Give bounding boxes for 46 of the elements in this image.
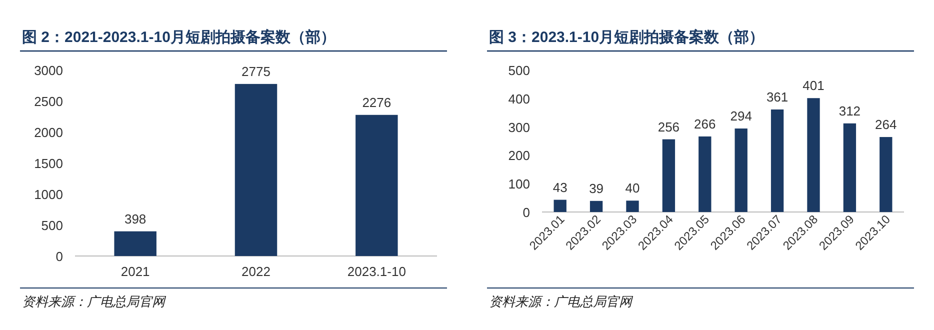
y-tick-label: 500 bbox=[508, 63, 530, 78]
text: 资料来源：广电总局官网 bbox=[489, 294, 634, 309]
y-tick-label: 2500 bbox=[34, 94, 63, 109]
data-label: 264 bbox=[875, 117, 897, 132]
y-tick-label: 1500 bbox=[34, 156, 63, 171]
bar bbox=[843, 123, 856, 212]
bar bbox=[770, 109, 784, 212]
x-tick-label: 2023.1-10 bbox=[347, 264, 406, 279]
data-label: 256 bbox=[658, 119, 680, 134]
y-tick-label: 0 bbox=[56, 249, 63, 264]
data-label: 401 bbox=[802, 78, 824, 94]
x-tick-label: 2021 bbox=[120, 264, 150, 279]
y-tick-label: 200 bbox=[508, 148, 530, 164]
bar bbox=[554, 200, 566, 212]
chart-title: 图 3：2023.1-10月短剧拍摄备案数（部） bbox=[489, 28, 764, 46]
y-tick-label: 300 bbox=[508, 120, 530, 135]
bar bbox=[114, 231, 156, 256]
bar bbox=[807, 98, 820, 212]
y-tick-label: 2000 bbox=[34, 125, 63, 140]
data-label: 361 bbox=[766, 89, 788, 104]
y-tick-label: 3000 bbox=[34, 63, 63, 78]
bar bbox=[356, 114, 398, 256]
data-label: 398 bbox=[124, 211, 146, 226]
chart-title: 图 2：2021-2023.1-10月短剧拍摄备案数（部） bbox=[22, 28, 336, 46]
x-tick-label: 2022 bbox=[242, 264, 270, 279]
bar bbox=[698, 136, 712, 212]
y-tick-label: 0 bbox=[522, 205, 530, 220]
bar bbox=[880, 137, 892, 212]
data-label: 2775 bbox=[242, 64, 270, 79]
y-tick-label: 500 bbox=[41, 218, 63, 233]
data-label: 39 bbox=[589, 180, 604, 196]
y-tick-label: 400 bbox=[508, 91, 530, 106]
y-tick-label: 100 bbox=[508, 176, 530, 192]
bar bbox=[590, 200, 603, 212]
bar bbox=[234, 84, 278, 256]
data-label: 43 bbox=[552, 180, 568, 195]
data-label: 2276 bbox=[362, 94, 392, 110]
data-label: 294 bbox=[730, 108, 752, 124]
data-label: 266 bbox=[694, 116, 716, 132]
bar bbox=[734, 128, 748, 212]
data-label: 312 bbox=[838, 103, 861, 118]
bar bbox=[626, 200, 639, 212]
y-tick-label: 1000 bbox=[34, 187, 63, 202]
bar bbox=[662, 139, 676, 212]
data-label: 40 bbox=[625, 180, 640, 196]
text: 资料来源：广电总局官网 bbox=[22, 294, 167, 309]
